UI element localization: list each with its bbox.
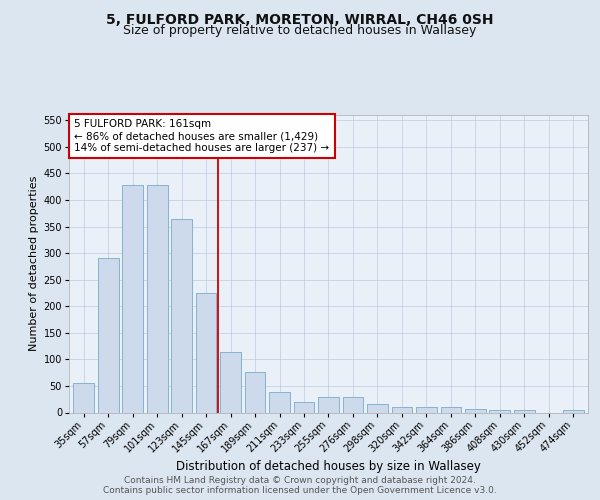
X-axis label: Distribution of detached houses by size in Wallasey: Distribution of detached houses by size … bbox=[176, 460, 481, 473]
Bar bbox=[245, 372, 265, 412]
Bar bbox=[318, 397, 339, 412]
Bar bbox=[171, 218, 192, 412]
Bar bbox=[73, 384, 94, 412]
Bar bbox=[490, 410, 510, 412]
Text: Size of property relative to detached houses in Wallasey: Size of property relative to detached ho… bbox=[124, 24, 476, 37]
Bar bbox=[196, 293, 217, 412]
Bar bbox=[465, 410, 486, 412]
Text: 5, FULFORD PARK, MORETON, WIRRAL, CH46 0SH: 5, FULFORD PARK, MORETON, WIRRAL, CH46 0… bbox=[106, 12, 494, 26]
Bar bbox=[416, 407, 437, 412]
Bar bbox=[147, 185, 167, 412]
Y-axis label: Number of detached properties: Number of detached properties bbox=[29, 176, 39, 352]
Bar bbox=[220, 352, 241, 412]
Text: Contains HM Land Registry data © Crown copyright and database right 2024.
Contai: Contains HM Land Registry data © Crown c… bbox=[103, 476, 497, 495]
Bar bbox=[440, 407, 461, 412]
Bar bbox=[269, 392, 290, 412]
Bar bbox=[122, 185, 143, 412]
Bar bbox=[98, 258, 119, 412]
Bar bbox=[293, 402, 314, 412]
Bar bbox=[563, 410, 584, 412]
Bar bbox=[514, 410, 535, 412]
Bar bbox=[367, 404, 388, 412]
Text: 5 FULFORD PARK: 161sqm
← 86% of detached houses are smaller (1,429)
14% of semi-: 5 FULFORD PARK: 161sqm ← 86% of detached… bbox=[74, 120, 329, 152]
Bar bbox=[343, 397, 364, 412]
Bar bbox=[392, 407, 412, 412]
